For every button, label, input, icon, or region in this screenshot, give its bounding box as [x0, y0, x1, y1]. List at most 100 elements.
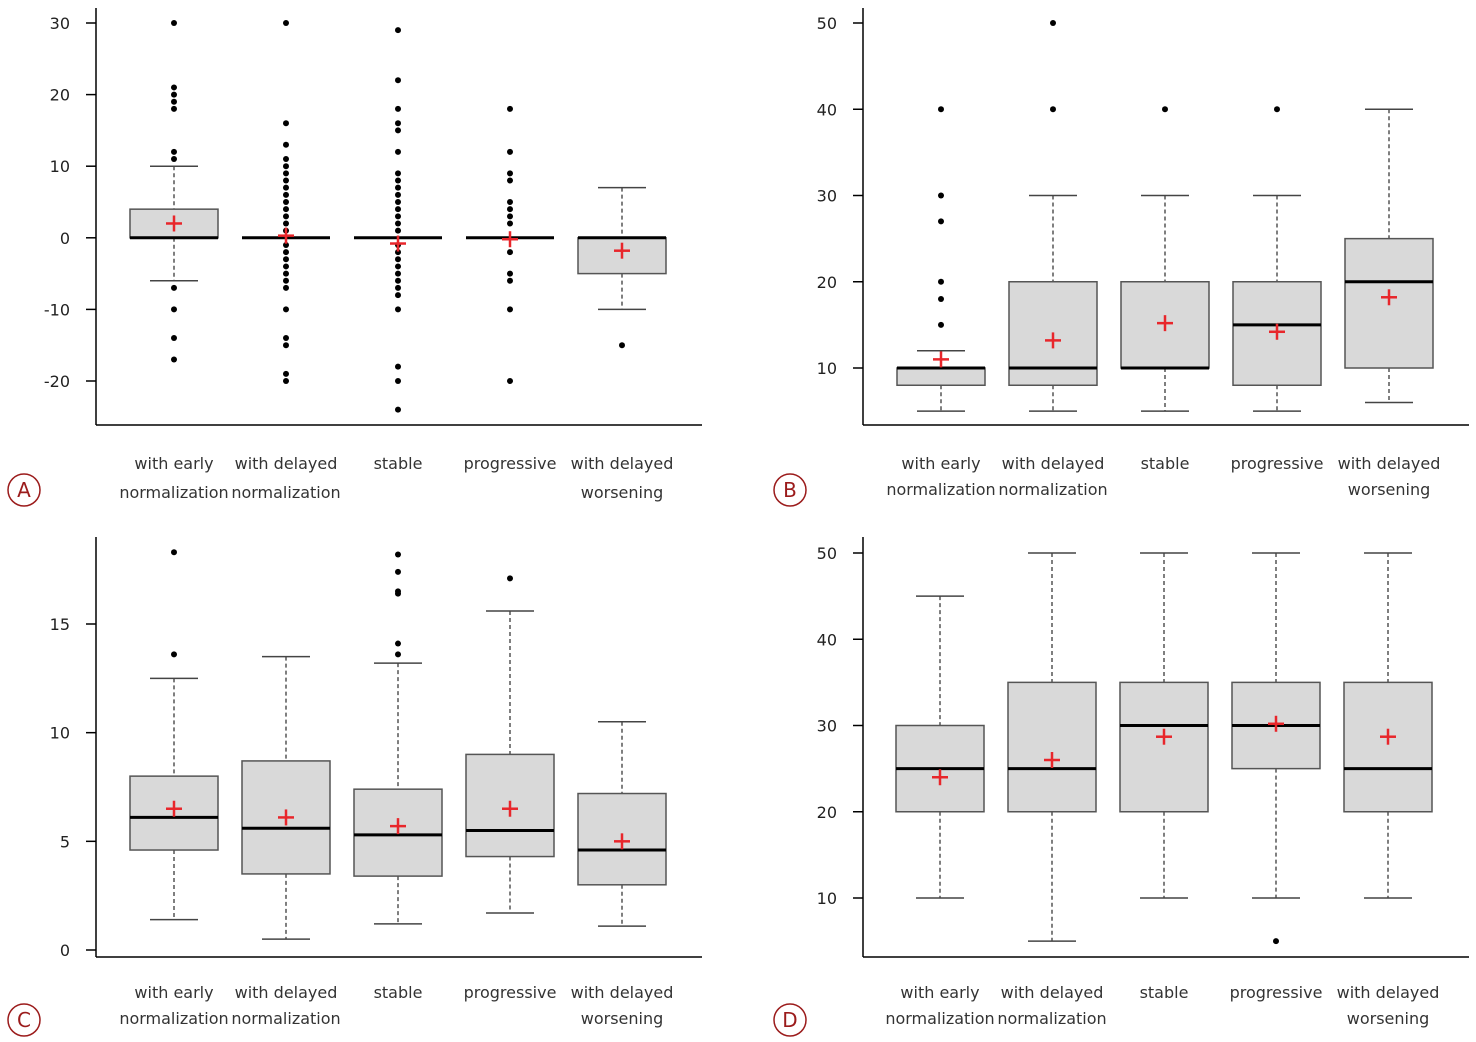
y-tick-label: 30 [817, 187, 837, 206]
outlier-point [395, 640, 401, 647]
outlier-point [171, 91, 177, 98]
outlier-point [395, 184, 401, 191]
x-category-label: normalization [997, 1009, 1106, 1028]
outlier-point [283, 220, 289, 227]
outlier-point [171, 148, 177, 155]
panel-label: C [17, 1008, 31, 1032]
panel-C: 0 5 10 15 with early normalization with delaye… [7, 537, 702, 1037]
x-category-label: progressive [464, 983, 557, 1002]
outlier-point [938, 218, 944, 225]
outlier-point [395, 148, 401, 155]
box-group [1120, 106, 1210, 412]
outlier-point [507, 306, 513, 313]
outlier-point [395, 27, 401, 34]
x-category-label: with delayed [1001, 983, 1104, 1002]
outlier-point [395, 220, 401, 227]
outlier-point [171, 549, 177, 556]
outlier-point [395, 284, 401, 291]
outlier-point [283, 163, 289, 170]
outlier-point [283, 256, 289, 263]
outlier-point [395, 568, 401, 575]
outlier-point [283, 184, 289, 191]
outlier-point [283, 284, 289, 291]
box-iqr [896, 367, 986, 386]
x-category-label: with delayed [235, 454, 338, 473]
outlier-point [171, 284, 177, 291]
box-group [1344, 108, 1434, 404]
outlier-point [507, 575, 513, 582]
x-category-label: normalization [231, 1009, 340, 1028]
outlier-point [283, 249, 289, 256]
panel-label: A [17, 478, 31, 502]
box-group [129, 549, 219, 921]
outlier-point [283, 120, 289, 127]
outlier-point [283, 370, 289, 377]
x-category-label: stable [374, 454, 423, 473]
panel-A: -20 -10 0 10 20 30 with early normalization with… [7, 8, 702, 507]
outlier-point [507, 148, 513, 155]
outlier-point [938, 278, 944, 285]
x-category-label: worsening [1348, 480, 1431, 499]
outlier-point [395, 105, 401, 112]
outlier-point [395, 378, 401, 384]
box-group [1008, 20, 1098, 412]
box-group [895, 595, 985, 899]
x-category-label: normalization [119, 1009, 228, 1028]
y-tick-label: 10 [50, 157, 70, 176]
x-category-label: with delayed [571, 454, 674, 473]
panel-D: 10 20 30 40 50 with early normalization with de… [773, 537, 1469, 1037]
outlier-point [1274, 106, 1280, 113]
outlier-point [1273, 938, 1279, 945]
x-category-label: normalization [998, 480, 1107, 499]
box-iqr [1343, 681, 1433, 813]
outlier-point [283, 191, 289, 198]
outlier-point [283, 206, 289, 213]
y-tick-label: 20 [50, 86, 70, 105]
outlier-point [283, 342, 289, 349]
outlier-point [1050, 106, 1056, 113]
outlier-point [283, 241, 289, 248]
x-category-label: normalization [231, 483, 340, 502]
outlier-point [171, 20, 177, 26]
outlier-point [283, 335, 289, 342]
outlier-point [395, 263, 401, 270]
x-category-label: progressive [1231, 454, 1324, 473]
panel-label-circle [7, 473, 41, 507]
x-category-label: progressive [464, 454, 557, 473]
outlier-point [283, 277, 289, 284]
y-tick-label: 0 [60, 229, 70, 248]
outlier-point [395, 277, 401, 284]
panel-label-circle [773, 473, 807, 507]
box-group [129, 20, 219, 363]
outlier-point [395, 191, 401, 198]
outlier-point [171, 105, 177, 112]
box-group [354, 27, 442, 413]
outlier-point [395, 590, 401, 597]
y-tick-label: -10 [44, 300, 70, 319]
box-group [241, 655, 331, 940]
outlier-point [283, 170, 289, 177]
outlier-point [395, 363, 401, 370]
x-category-label: normalization [885, 1009, 994, 1028]
x-category-label: stable [1140, 983, 1189, 1002]
outlier-point [283, 263, 289, 270]
y-tick-label: 50 [817, 544, 837, 563]
outlier-point [619, 342, 625, 349]
panel-label-circle [773, 1003, 807, 1037]
x-category-label: normalization [886, 480, 995, 499]
outlier-point [283, 270, 289, 277]
x-category-label: with delayed [1337, 983, 1440, 1002]
y-tick-label: 10 [817, 359, 837, 378]
box-group [242, 20, 330, 384]
outlier-point [171, 356, 177, 363]
outlier-point [1162, 106, 1168, 113]
x-category-label: progressive [1230, 983, 1323, 1002]
panel-label-circle [7, 1003, 41, 1037]
box-group [577, 186, 667, 349]
outlier-point [171, 156, 177, 163]
outlier-point [395, 256, 401, 263]
y-tick-label: 5 [60, 832, 70, 851]
outlier-point [395, 551, 401, 558]
outlier-point [507, 177, 513, 184]
outlier-point [395, 292, 401, 299]
